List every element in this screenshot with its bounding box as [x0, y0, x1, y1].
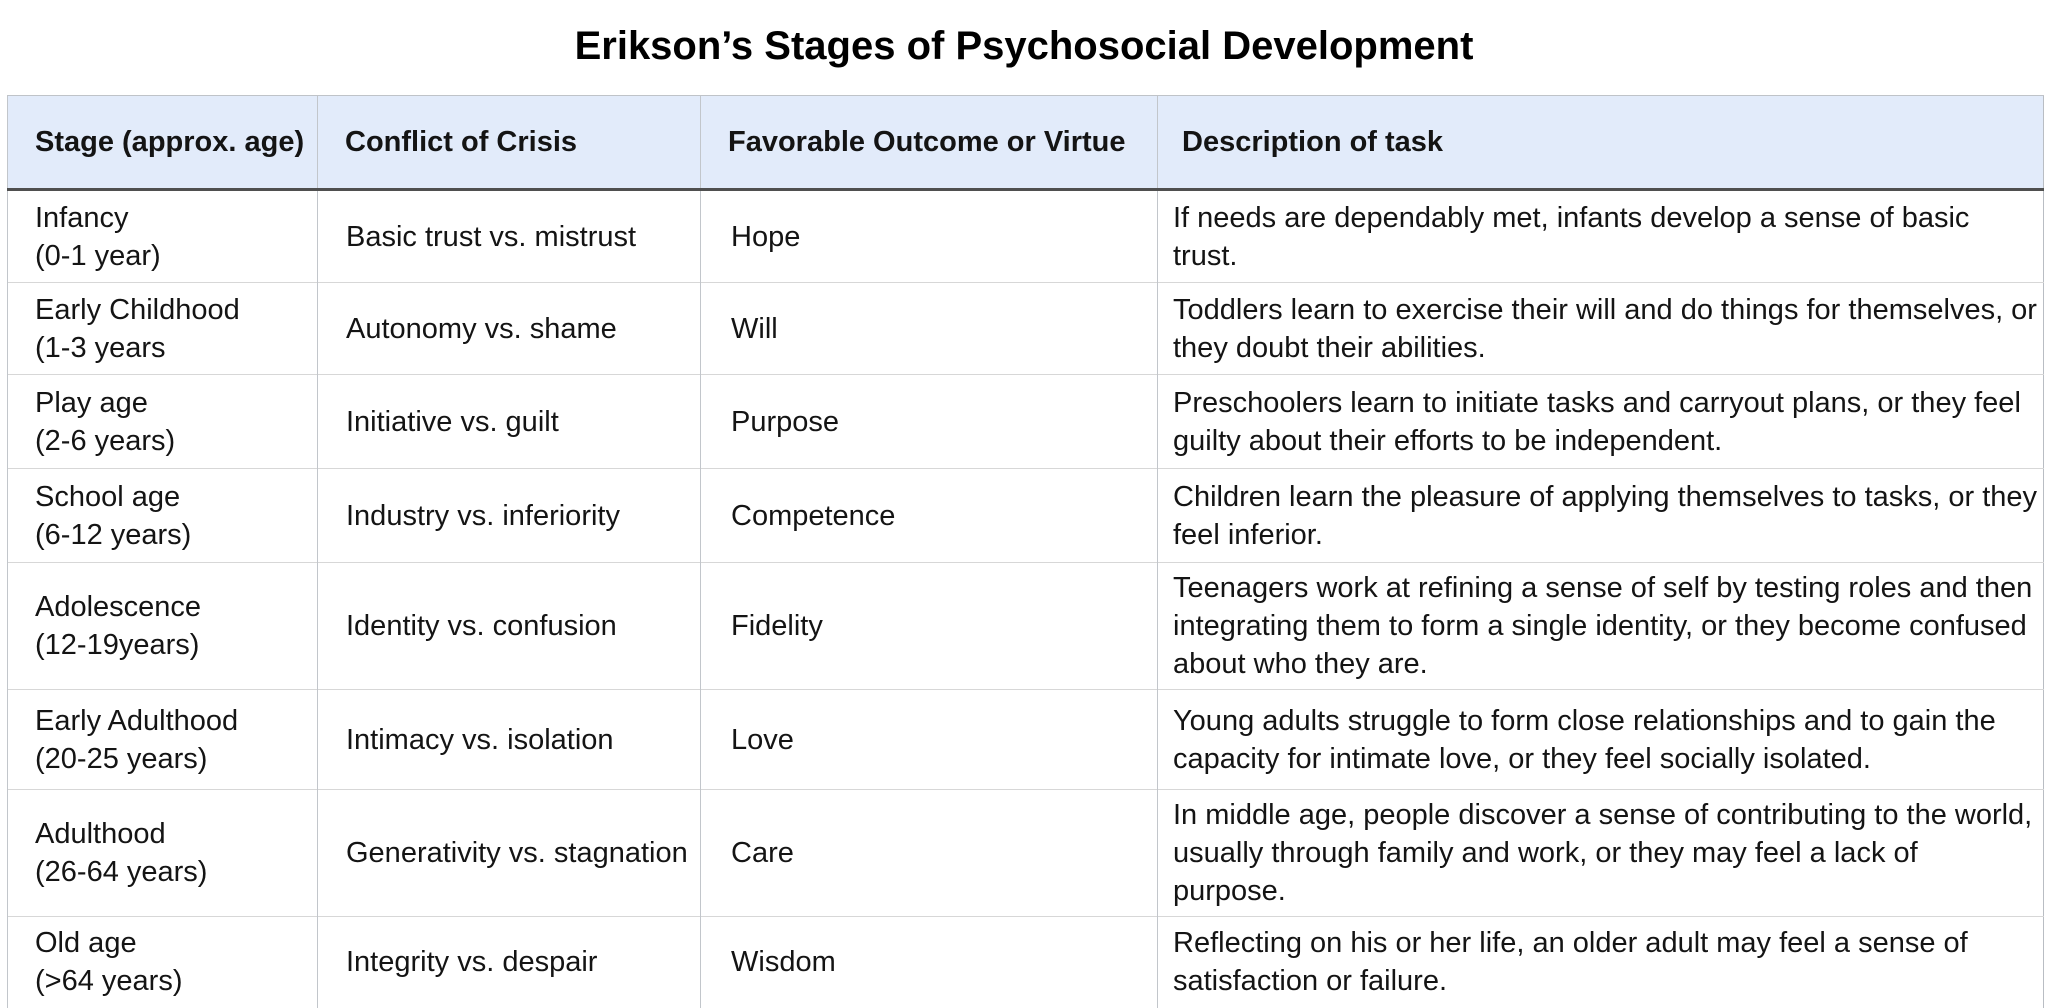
table-row: Adulthood (26-64 years) Generativity vs. … — [7, 789, 2044, 917]
stage-age: (>64 years) — [35, 965, 183, 998]
header-cell-conflict: Conflict of Crisis — [317, 95, 701, 191]
stage-cell: School age (6-12 years) — [7, 468, 318, 563]
erikson-stages-table: Stage (approx. age) Conflict of Crisis F… — [7, 95, 2044, 1008]
stage-name: Old age — [35, 927, 137, 960]
table-row: Early Adulthood (20-25 years) Intimacy vs… — [7, 689, 2044, 790]
stage-age: (2-6 years) — [35, 424, 176, 457]
header-cell-stage: Stage (approx. age) — [7, 95, 318, 191]
table-row: Old age (>64 years) Integrity vs. despair… — [7, 916, 2044, 1008]
stage-cell: Adolescence (12-19years) — [7, 562, 318, 690]
description-cell: In middle age, people discover a sense o… — [1157, 789, 2044, 917]
conflict-cell: Autonomy vs. shame — [317, 282, 701, 375]
virtue-cell: Care — [700, 789, 1158, 917]
stage-name: Early Childhood — [35, 293, 240, 326]
stage-age: (6-12 years) — [35, 518, 192, 551]
virtue-cell: Fidelity — [700, 562, 1158, 690]
stage-name: Early Adulthood — [35, 704, 239, 737]
description-cell: Preschoolers learn to initiate tasks and… — [1157, 374, 2044, 469]
table-row: Infancy (0-1 year) Basic trust vs. mistru… — [7, 189, 2044, 283]
virtue-cell: Wisdom — [700, 916, 1158, 1008]
stage-cell: Adulthood (26-64 years) — [7, 789, 318, 917]
stage-age: (0-1 year) — [35, 239, 161, 272]
header-cell-virtue: Favorable Outcome or Virtue — [700, 95, 1158, 191]
virtue-cell: Will — [700, 282, 1158, 375]
virtue-cell: Purpose — [700, 374, 1158, 469]
table-row: Adolescence (12-19years) Identity vs. con… — [7, 562, 2044, 690]
stage-name: Adulthood — [35, 818, 166, 850]
description-cell: Young adults struggle to form close rela… — [1157, 689, 2044, 790]
conflict-cell: Intimacy vs. isolation — [317, 689, 701, 790]
table-row: School age (6-12 years) Industry vs. infe… — [7, 468, 2044, 563]
stage-cell: Play age (2-6 years) — [7, 374, 318, 469]
stage-name: Adolescence — [35, 591, 202, 623]
stage-cell: Early Childhood (1-3 years — [7, 282, 318, 375]
description-cell: Teenagers work at refining a sense of se… — [1157, 562, 2044, 690]
stage-age: (12-19years) — [35, 629, 200, 661]
stage-cell: Old age (>64 years) — [7, 916, 318, 1008]
table-row: Play age (2-6 years) Initiative vs. guilt… — [7, 374, 2044, 469]
conflict-cell: Identity vs. confusion — [317, 562, 701, 690]
description-cell: Children learn the pleasure of applying … — [1157, 468, 2044, 563]
page-title: Erikson’s Stages of Psychosocial Develop… — [574, 24, 1474, 68]
stage-age: (26-64 years) — [35, 856, 208, 888]
header-row: Stage (approx. age) Conflict of Crisis F… — [7, 95, 2044, 191]
conflict-cell: Integrity vs. despair — [317, 916, 701, 1008]
table-row: Early Childhood (1-3 years Autonomy vs. s… — [7, 282, 2044, 375]
stage-age: (1-3 years — [35, 331, 166, 364]
conflict-cell: Initiative vs. guilt — [317, 374, 701, 469]
stage-name: Infancy — [35, 201, 129, 234]
conflict-cell: Generativity vs. stagnation — [317, 789, 701, 917]
header-cell-description: Description of task — [1157, 95, 2044, 191]
conflict-cell: Basic trust vs. mistrust — [317, 189, 701, 283]
virtue-cell: Competence — [700, 468, 1158, 563]
conflict-cell: Industry vs. inferiority — [317, 468, 701, 563]
stage-name: School age — [35, 480, 181, 513]
description-cell: If needs are dependably met, infants dev… — [1157, 189, 2044, 283]
stage-cell: Early Adulthood (20-25 years) — [7, 689, 318, 790]
stage-cell: Infancy (0-1 year) — [7, 189, 318, 283]
stage-age: (20-25 years) — [35, 742, 208, 775]
virtue-cell: Hope — [700, 189, 1158, 283]
description-cell: Toddlers learn to exercise their will an… — [1157, 282, 2044, 375]
virtue-cell: Love — [700, 689, 1158, 790]
description-cell: Reflecting on his or her life, an older … — [1157, 916, 2044, 1008]
stage-name: Play age — [35, 386, 148, 419]
